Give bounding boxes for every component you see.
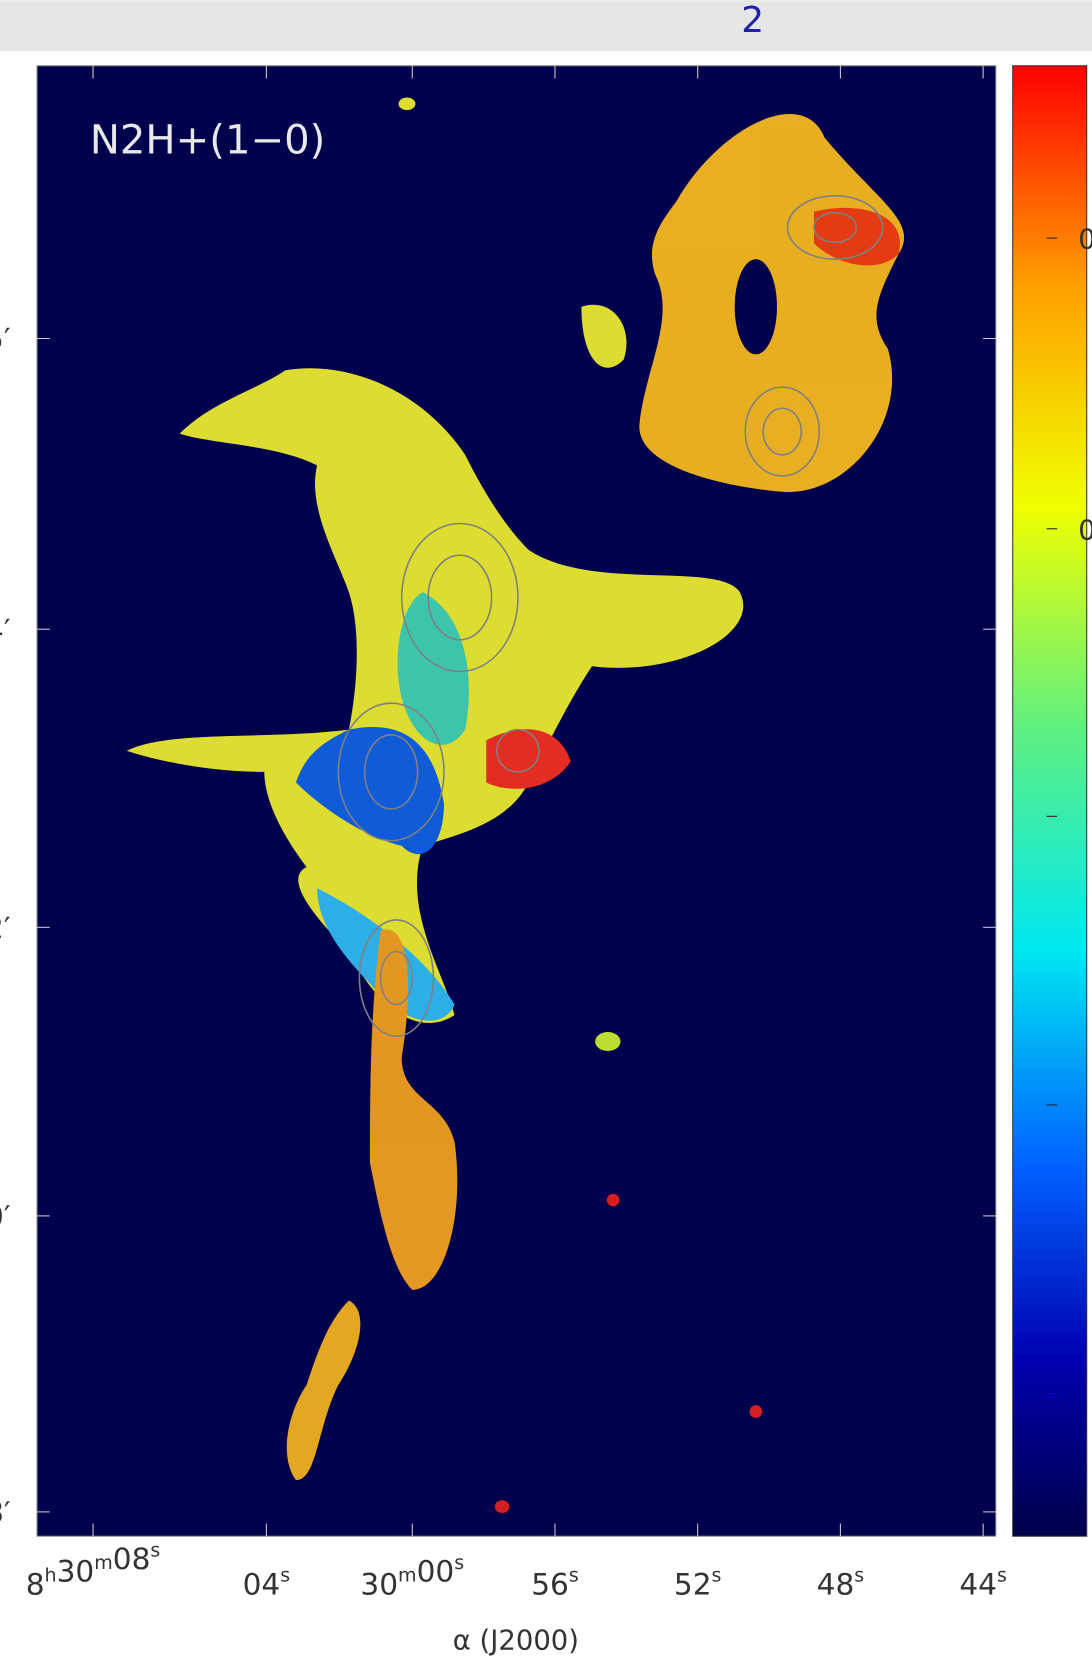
x-tick-label: 30m00s	[360, 1552, 464, 1601]
y-tick-label: 8′	[0, 1495, 11, 1529]
blob	[607, 1194, 620, 1207]
x-tick-text: 8	[26, 1567, 45, 1601]
x-tick-text: 48	[817, 1567, 855, 1601]
blob	[749, 1405, 762, 1418]
y-tick-label: 2′	[0, 911, 11, 945]
x-tick-sup: m	[398, 1565, 417, 1587]
y-tick-label: 5′	[0, 322, 11, 356]
x-tick-label: 04s	[243, 1565, 291, 1602]
x-tick-label: 56s	[531, 1565, 579, 1602]
colorbar-tick-label: 0	[1078, 514, 1092, 546]
header-fragment: 2	[741, 0, 764, 41]
blob	[595, 1032, 620, 1051]
blob	[399, 97, 416, 110]
figure: 2 N2H+(1−0) α (J2000) 5′4′2′0′8′8h30m08s…	[0, 0, 1092, 1658]
x-tick-sup: m	[94, 1552, 113, 1574]
x-tick-text: 52	[674, 1567, 712, 1601]
x-tick-sup: s	[854, 1565, 864, 1587]
x-tick-sup: s	[150, 1539, 160, 1561]
page: 2 N2H+(1−0) α (J2000) 5′4′2′0′8′8h30m08s…	[0, 0, 1092, 1662]
x-tick-sup: s	[997, 1565, 1007, 1587]
x-tick-text: 30	[360, 1567, 398, 1601]
map-label: N2H+(1−0)	[90, 118, 326, 164]
x-tick-label: 48s	[817, 1565, 865, 1602]
x-tick-label: 52s	[674, 1565, 722, 1602]
x-tick-text: 04	[243, 1567, 281, 1601]
x-axis-title: α (J2000)	[453, 1624, 579, 1656]
x-tick-text: 30	[57, 1555, 95, 1589]
x-tick-text: 00	[417, 1555, 455, 1589]
x-tick-sup: h	[45, 1565, 57, 1587]
y-tick-label: 4′	[0, 613, 11, 647]
x-tick-text: 08	[113, 1542, 151, 1576]
y-tick-label: 0′	[0, 1199, 11, 1233]
colorbar	[1013, 66, 1087, 1536]
top-bar	[0, 0, 1092, 51]
x-tick-sup: s	[454, 1552, 464, 1574]
x-tick-sup: s	[280, 1565, 290, 1587]
x-tick-sup: s	[569, 1565, 579, 1587]
colorbar-tick-label: 0	[1078, 224, 1092, 256]
hole	[735, 259, 777, 354]
x-tick-text: 56	[531, 1567, 569, 1601]
x-tick-sup: s	[712, 1565, 722, 1587]
blob	[495, 1500, 510, 1513]
x-tick-label: 44s	[959, 1565, 1007, 1602]
x-tick-text: 44	[959, 1567, 997, 1601]
x-tick-label: 8h30m08s	[26, 1539, 161, 1601]
